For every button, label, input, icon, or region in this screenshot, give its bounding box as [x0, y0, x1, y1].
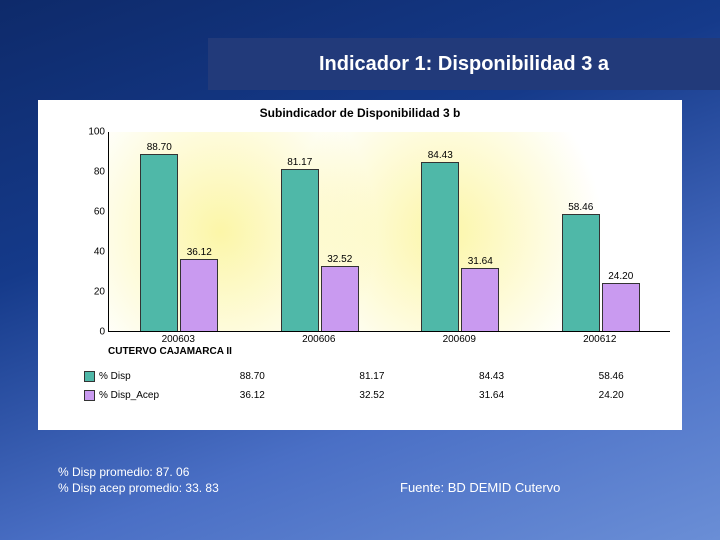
table-cell: 36.12 [194, 387, 312, 404]
page-title: Indicador 1: Disponibilidad 3 a [208, 38, 720, 90]
table-cell: 81.17 [313, 368, 431, 385]
table-cell: 24.20 [552, 387, 670, 404]
bar [421, 162, 459, 331]
y-tick: 60 [75, 207, 105, 218]
bar-group [421, 162, 499, 331]
bar-value-label: 58.46 [568, 202, 593, 213]
bar [140, 154, 178, 331]
bar-value-label: 81.17 [287, 157, 312, 168]
table-row: % Disp88.7081.1784.4358.46 [78, 368, 670, 385]
bar-group [281, 169, 359, 331]
y-tick: 80 [75, 167, 105, 178]
table-row: % Disp_Acep36.1232.5231.6424.20 [78, 387, 670, 404]
bar [180, 259, 218, 331]
series-label: % Disp_Acep [78, 387, 192, 404]
plot-axes: 02040608010088.7036.1281.1732.5284.4331.… [108, 132, 670, 332]
bar [602, 283, 640, 331]
y-tick: 40 [75, 247, 105, 258]
x-tick-label: 200612 [583, 334, 616, 345]
chart-subtitle: CUTERVO CAJAMARCA II [108, 346, 232, 357]
x-tick-label: 200603 [162, 334, 195, 345]
table-cell: 32.52 [313, 387, 431, 404]
x-tick-label: 200606 [302, 334, 335, 345]
chart-title: Subindicador de Disponibilidad 3 b [38, 106, 682, 120]
chart-data-table: % Disp88.7081.1784.4358.46 % Disp_Acep36.… [76, 366, 672, 406]
y-tick: 0 [75, 327, 105, 338]
legend-swatch [84, 390, 95, 401]
x-tick-label: 200609 [443, 334, 476, 345]
bar-group [562, 214, 640, 331]
table-cell: 84.43 [433, 368, 551, 385]
avg-disp: % Disp promedio: 87. 06 [58, 464, 219, 480]
bar-value-label: 84.43 [428, 150, 453, 161]
table-cell: 31.64 [433, 387, 551, 404]
title-text: Indicador 1: Disponibilidad 3 a [319, 53, 609, 76]
chart-card: Subindicador de Disponibilidad 3 b 02040… [38, 100, 682, 430]
bar-group [140, 154, 218, 331]
bar [562, 214, 600, 331]
series-label: % Disp [78, 368, 192, 385]
footer-source: Fuente: BD DEMID Cutervo [400, 480, 560, 495]
bar-value-label: 88.70 [147, 142, 172, 153]
footer-averages: % Disp promedio: 87. 06 % Disp acep prom… [58, 464, 219, 496]
bar [281, 169, 319, 331]
table-cell: 58.46 [552, 368, 670, 385]
avg-acep: % Disp acep promedio: 33. 83 [58, 480, 219, 496]
bar [321, 266, 359, 331]
plot-area: 02040608010088.7036.1281.1732.5284.4331.… [108, 132, 670, 332]
y-tick: 100 [75, 127, 105, 138]
y-tick: 20 [75, 287, 105, 298]
bar [461, 268, 499, 331]
table-cell: 88.70 [194, 368, 312, 385]
legend-swatch [84, 371, 95, 382]
